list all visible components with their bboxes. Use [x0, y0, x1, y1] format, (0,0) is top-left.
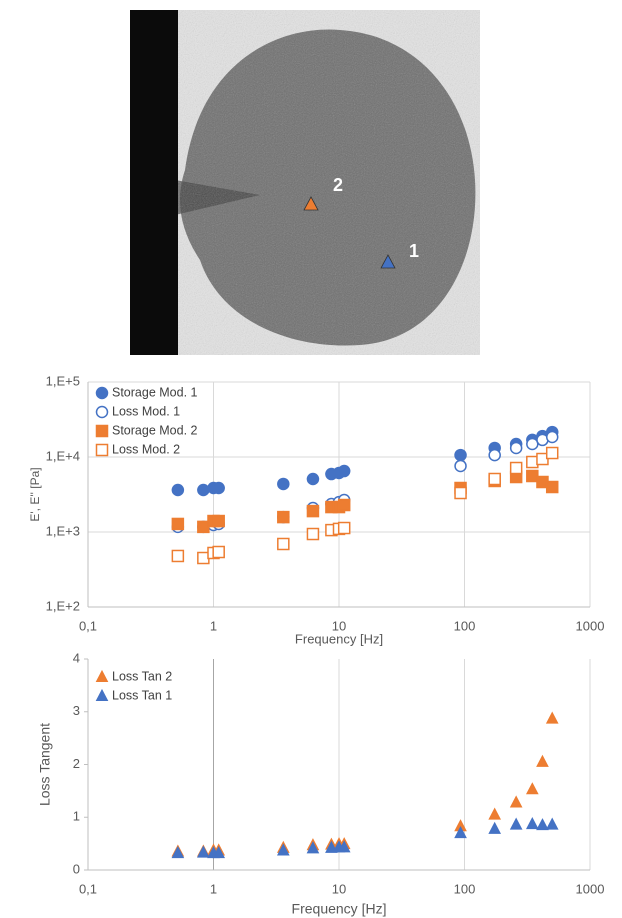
- point: [488, 821, 502, 834]
- point: [488, 472, 501, 486]
- point: [545, 480, 559, 494]
- legend-marker: [95, 443, 109, 457]
- point: [306, 472, 320, 486]
- point: [526, 437, 539, 451]
- y-tick-label: 4: [73, 650, 80, 665]
- point: [212, 846, 226, 859]
- point: [509, 461, 523, 475]
- point: [277, 510, 290, 524]
- x-tick-label: 1: [210, 618, 217, 633]
- legend-label: Loss Tan 1: [112, 688, 172, 702]
- x-tick-label: 10: [332, 881, 346, 896]
- point: [509, 441, 523, 455]
- legend-label: Storage Mod. 2: [112, 423, 198, 437]
- point: [526, 455, 539, 469]
- point: [454, 486, 467, 500]
- legend-label: Loss Tan 2: [112, 669, 172, 683]
- point: [197, 845, 210, 858]
- photo: 2 1: [130, 10, 480, 355]
- point: [171, 483, 185, 497]
- legend-marker: [95, 386, 109, 400]
- x-tick-label: 1000: [576, 618, 605, 633]
- legend-marker: [95, 424, 109, 438]
- y-tick-label: 1,E+5: [46, 373, 80, 388]
- point: [276, 843, 290, 856]
- x-tick-label: 100: [454, 618, 476, 633]
- point: [197, 483, 210, 497]
- chart: 1,E+2 1,E+3 1,E+4 1,E+5 0,1 1 10 100 1000 Frequen…: [28, 373, 604, 646]
- point: [454, 825, 467, 839]
- point: [509, 795, 523, 808]
- point: [525, 817, 539, 830]
- x-tick-label: 0,1: [79, 618, 97, 633]
- y-tick-label: 1: [73, 809, 80, 824]
- point: [197, 551, 210, 565]
- point: [306, 527, 320, 541]
- point: [545, 446, 559, 460]
- point: [337, 521, 351, 535]
- y-axis-title: E', E'' [Pa]: [28, 467, 42, 521]
- y-tick-label: 2: [73, 756, 80, 771]
- point: [509, 817, 523, 830]
- y-tick-label: 3: [73, 703, 80, 718]
- point: [212, 481, 225, 495]
- point: [454, 459, 467, 473]
- legend-marker: [95, 688, 109, 701]
- y-axis-title: Loss Tangent: [37, 723, 53, 806]
- point: [171, 846, 185, 859]
- x-axis-title: Frequency [Hz]: [295, 631, 383, 646]
- point: [212, 545, 225, 559]
- point: [536, 754, 549, 767]
- x-tick-label: 100: [454, 881, 476, 896]
- point: [306, 841, 320, 854]
- point: [277, 477, 290, 491]
- x-tick-label: 10: [332, 618, 346, 633]
- photo-grain: [130, 10, 480, 355]
- point: [488, 448, 501, 462]
- point: [488, 807, 502, 820]
- marker-label: 2: [333, 175, 343, 195]
- point: [536, 818, 549, 831]
- point: [526, 469, 539, 483]
- y-tick-label: 1,E+4: [46, 448, 80, 463]
- point: [337, 840, 351, 853]
- point: [337, 464, 351, 478]
- chart: 0 1 2 3 4 0,1 1 10 100 1000 Frequency [Hz] Loss Tan…: [37, 650, 605, 916]
- marker-2: [303, 196, 319, 211]
- marker-label: 1: [409, 241, 419, 261]
- point: [545, 430, 559, 444]
- x-tick-label: 0,1: [79, 881, 97, 896]
- point: [197, 520, 210, 534]
- y-tick-label: 1,E+2: [46, 598, 80, 613]
- point: [171, 549, 185, 563]
- point: [306, 504, 320, 518]
- x-axis-title: Frequency [Hz]: [292, 901, 387, 917]
- point: [171, 517, 185, 531]
- wall: [130, 10, 178, 355]
- point: [545, 711, 559, 724]
- point: [212, 514, 225, 528]
- point: [337, 498, 351, 512]
- point: [277, 537, 290, 551]
- x-tick-label: 1: [210, 881, 217, 896]
- y-tick-label: 0: [73, 861, 80, 876]
- x-tick-label: 1000: [576, 881, 605, 896]
- legend-label: Loss Mod. 1: [112, 404, 180, 418]
- point: [525, 782, 539, 795]
- legend-marker: [95, 669, 109, 682]
- point: [454, 448, 467, 462]
- legend-label: Storage Mod. 1: [112, 385, 198, 399]
- point: [545, 817, 559, 830]
- legend-marker: [95, 405, 109, 419]
- marker-1: [380, 254, 396, 269]
- legend-label: Loss Mod. 2: [112, 442, 180, 456]
- y-tick-label: 1,E+3: [46, 523, 80, 538]
